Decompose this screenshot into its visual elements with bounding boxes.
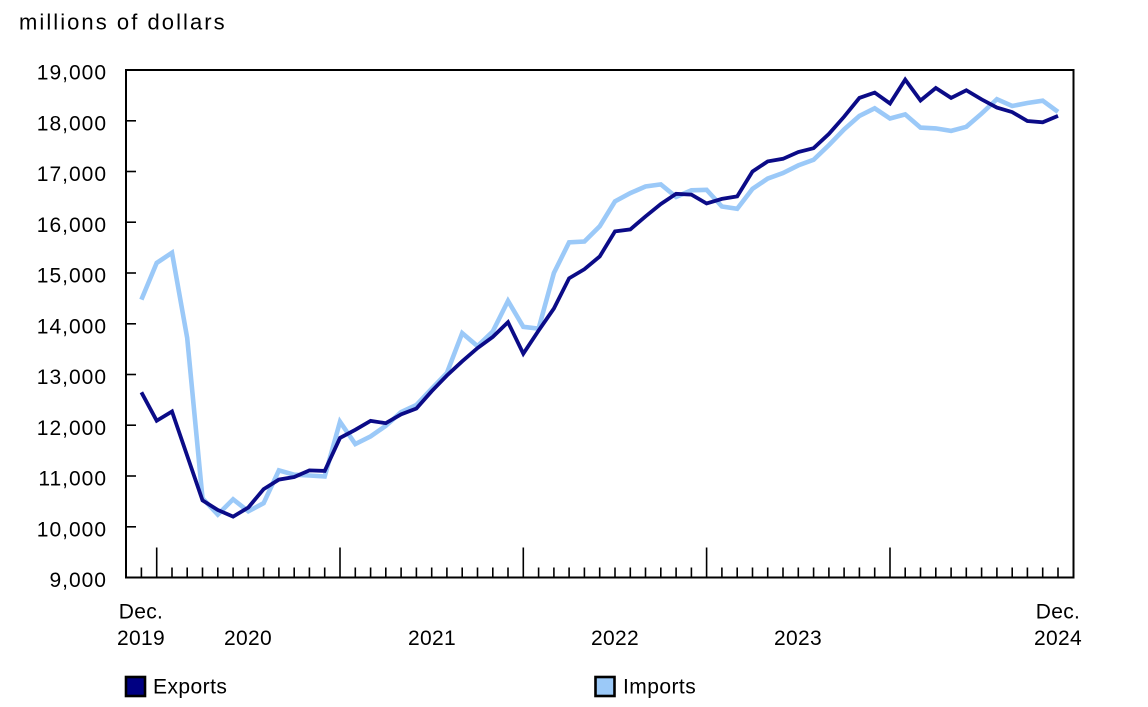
svg-text:14,000: 14,000 bbox=[37, 315, 107, 338]
svg-text:2020: 2020 bbox=[224, 627, 272, 650]
svg-text:15,000: 15,000 bbox=[37, 265, 107, 288]
svg-text:Dec.: Dec. bbox=[119, 601, 163, 624]
svg-text:13,000: 13,000 bbox=[37, 366, 107, 389]
svg-text:11,000: 11,000 bbox=[38, 468, 107, 491]
svg-text:Exports: Exports bbox=[153, 675, 227, 698]
svg-text:9,000: 9,000 bbox=[49, 569, 107, 592]
svg-text:2023: 2023 bbox=[774, 627, 822, 650]
svg-text:2021: 2021 bbox=[408, 627, 456, 650]
svg-text:2024: 2024 bbox=[1034, 627, 1082, 650]
svg-text:19,000: 19,000 bbox=[37, 62, 107, 85]
svg-text:16,000: 16,000 bbox=[37, 214, 107, 237]
svg-text:10,000: 10,000 bbox=[37, 518, 107, 541]
svg-text:Imports: Imports bbox=[623, 675, 696, 698]
svg-text:2019: 2019 bbox=[117, 627, 165, 650]
svg-text:12,000: 12,000 bbox=[37, 417, 107, 440]
svg-text:2022: 2022 bbox=[591, 627, 639, 650]
svg-text:18,000: 18,000 bbox=[37, 112, 107, 135]
svg-text:millions of dollars: millions of dollars bbox=[19, 10, 227, 35]
svg-text:Dec.: Dec. bbox=[1036, 601, 1080, 624]
svg-text:17,000: 17,000 bbox=[37, 163, 107, 186]
